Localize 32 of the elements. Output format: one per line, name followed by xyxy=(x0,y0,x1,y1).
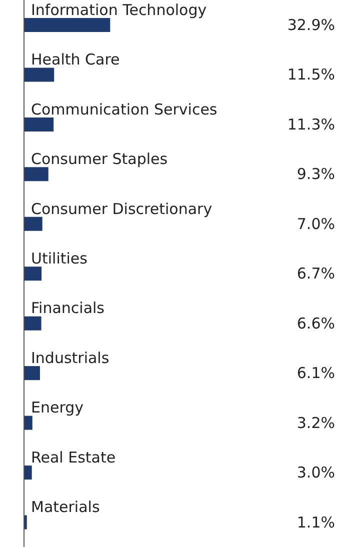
bar xyxy=(24,18,110,32)
bar xyxy=(24,68,54,82)
data-label: 3.2% xyxy=(296,414,335,432)
y-tick-label: Consumer Staples xyxy=(31,150,168,168)
y-tick-label: Utilities xyxy=(31,250,88,268)
y-tick-label: Communication Services xyxy=(31,100,218,118)
data-label: 7.0% xyxy=(296,214,335,233)
data-label: 1.1% xyxy=(296,513,335,532)
data-label: 9.3% xyxy=(296,165,335,184)
y-tick-label: Real Estate xyxy=(31,448,116,466)
y-tick-label: Industrials xyxy=(31,348,110,367)
bar xyxy=(24,416,32,430)
bar xyxy=(24,117,54,132)
bar xyxy=(24,316,42,330)
data-label: 6.6% xyxy=(296,314,335,332)
data-label: 6.7% xyxy=(296,264,335,283)
data-label: 11.3% xyxy=(287,115,335,134)
y-tick-label: Consumer Discretionary xyxy=(31,200,212,218)
y-tick-label: Information Technology xyxy=(31,0,207,19)
y-tick-label: Energy xyxy=(31,398,84,417)
data-label: 3.0% xyxy=(296,464,335,482)
y-tick-label: Materials xyxy=(31,498,100,516)
data-label: 11.5% xyxy=(287,66,335,84)
data-label: 6.1% xyxy=(296,364,335,382)
y-tick-label: Health Care xyxy=(31,50,120,69)
bar xyxy=(24,366,40,380)
bar xyxy=(24,216,42,231)
bar xyxy=(24,466,32,480)
data-label: 32.9% xyxy=(287,16,335,34)
bar xyxy=(24,266,42,281)
bar xyxy=(24,167,48,182)
y-tick-label: Financials xyxy=(31,299,105,318)
